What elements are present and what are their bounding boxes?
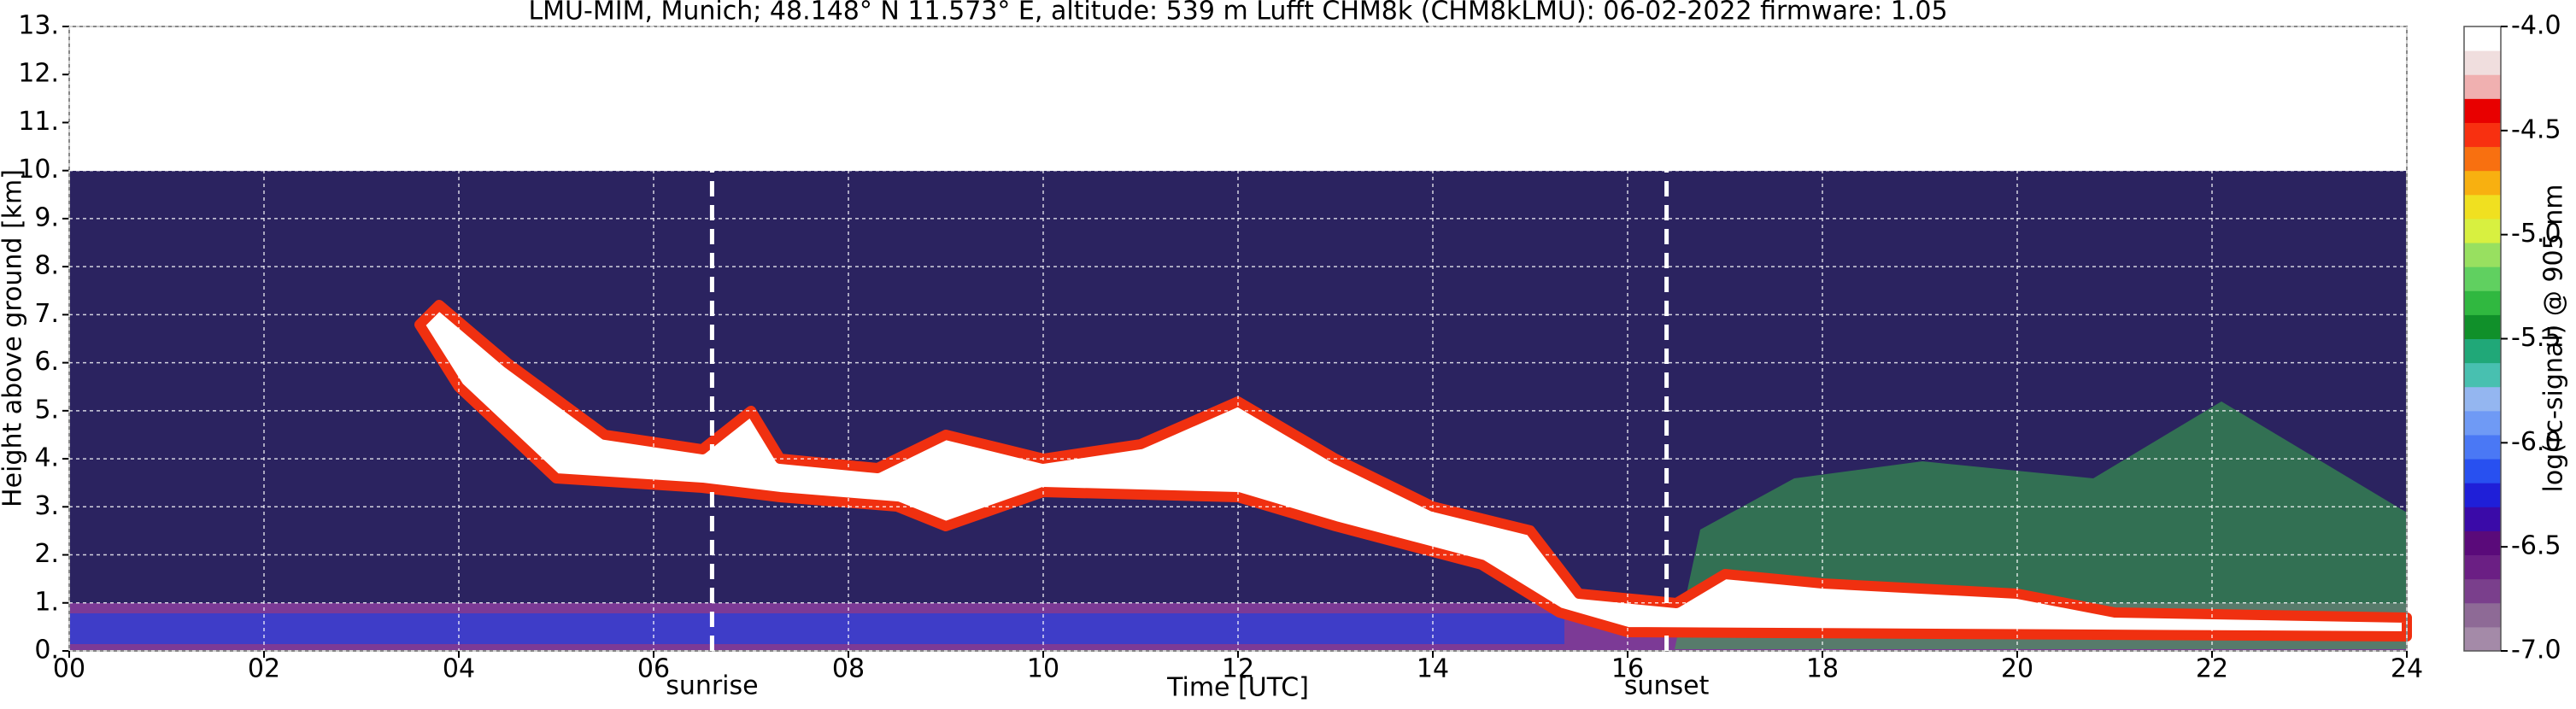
colorbar-swatch (2464, 218, 2501, 243)
colorbar-tick-label: -5.0 (2511, 219, 2561, 249)
x-tick-label: 14 (1417, 654, 1449, 684)
colorbar-swatch (2464, 98, 2501, 123)
y-tick-label: 6. (34, 347, 59, 377)
y-tick-label: 12. (18, 59, 59, 89)
colorbar-swatch (2464, 194, 2501, 220)
colorbar-tick-label: -6.0 (2511, 427, 2561, 457)
y-tick-label: 3. (34, 491, 59, 521)
colorbar-tick-label: -6.5 (2511, 531, 2561, 561)
colorbar-tick-label: -7.0 (2511, 636, 2561, 665)
x-tick-label: 08 (832, 654, 865, 684)
y-tick-label: 9. (34, 202, 59, 232)
colorbar-swatch (2464, 507, 2501, 531)
x-axis-label: Time [UTC] (1166, 673, 1309, 703)
y-tick-label: 8. (34, 251, 59, 281)
colorbar-swatch (2464, 410, 2501, 436)
x-tick-label: 12 (1222, 654, 1254, 684)
colorbar-swatch (2464, 602, 2501, 628)
x-tick-label: 06 (637, 654, 670, 684)
colorbar-swatch (2464, 26, 2501, 51)
chart-title: LMU-MIM, Munich; 48.148° N 11.573° E, al… (528, 0, 1947, 26)
colorbar-swatch (2464, 362, 2501, 388)
colorbar-swatch (2464, 314, 2501, 339)
y-axis-label: Height above ground [km] (0, 169, 28, 507)
x-tick-label: 04 (443, 654, 475, 684)
annotation-label: sunset (1624, 671, 1710, 701)
colorbar-swatch (2464, 146, 2501, 172)
x-tick-label: 20 (2001, 654, 2033, 684)
colorbar-swatch (2464, 243, 2501, 267)
y-tick-label: 2. (34, 539, 59, 569)
colorbar-swatch (2464, 74, 2501, 99)
colorbar-swatch (2464, 338, 2501, 364)
colorbar-swatch (2464, 626, 2501, 652)
colorbar-swatch (2464, 50, 2501, 75)
colorbar-tick-label: -4.5 (2511, 114, 2561, 144)
y-tick-label: 13. (18, 11, 59, 41)
y-tick-label: 0. (34, 636, 59, 665)
colorbar-tick-label: -4.0 (2511, 11, 2561, 41)
cloud-layer (414, 300, 2412, 642)
x-tick-label: 10 (1027, 654, 1059, 684)
colorbar-swatch (2464, 267, 2501, 291)
colorbar-swatch (2464, 290, 2501, 315)
annotation-label: sunrise (666, 671, 758, 701)
x-tick-label: 18 (1806, 654, 1839, 684)
y-tick-label: 4. (34, 443, 59, 473)
boundary-layer-core (69, 613, 1564, 644)
y-tick-label: 1. (34, 587, 59, 617)
colorbar-swatch (2464, 122, 2501, 148)
y-tick-label: 11. (18, 107, 59, 137)
colorbar-swatch (2464, 434, 2501, 460)
y-tick-label: 10. (18, 155, 59, 185)
x-tick-label: 02 (248, 654, 280, 684)
y-tick-label: 5. (34, 395, 59, 425)
colorbar-swatch (2464, 578, 2501, 604)
colorbar-swatch (2464, 530, 2501, 556)
x-tick-label: 16 (1611, 654, 1644, 684)
y-tick-label: 7. (34, 299, 59, 329)
colorbar-swatch (2464, 554, 2501, 580)
x-tick-label: 00 (53, 654, 85, 684)
colorbar-tick-label: -5.5 (2511, 323, 2561, 353)
x-tick-label: 22 (2196, 654, 2228, 684)
x-tick-label: 24 (2391, 654, 2423, 684)
colorbar-swatch (2464, 170, 2501, 196)
colorbar-swatch (2464, 459, 2501, 483)
colorbar-label: log(rc-signal) @ 905 nm (2539, 185, 2569, 493)
colorbar-swatch (2464, 483, 2501, 507)
colorbar-swatch (2464, 386, 2501, 412)
